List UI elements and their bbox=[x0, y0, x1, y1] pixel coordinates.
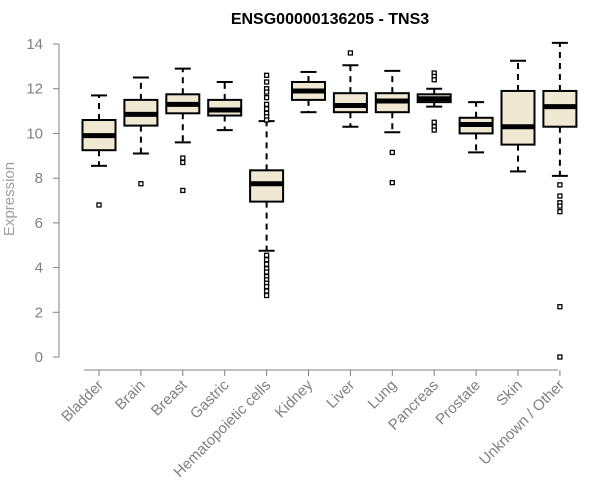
box-group bbox=[165, 67, 201, 194]
outlier-point bbox=[263, 95, 270, 101]
x-tick-label: Breast bbox=[148, 376, 191, 419]
x-tick-label: Liver bbox=[323, 377, 358, 412]
y-tick-label: 6 bbox=[35, 215, 43, 232]
outlier-point bbox=[180, 187, 186, 194]
outlier-point bbox=[263, 288, 270, 294]
outlier-point bbox=[263, 269, 270, 275]
outlier-point bbox=[557, 182, 563, 188]
outlier-point bbox=[263, 292, 270, 299]
outlier-point bbox=[263, 252, 270, 258]
box-group bbox=[332, 50, 368, 128]
box-group bbox=[542, 41, 578, 360]
y-tick-label: 10 bbox=[26, 125, 43, 142]
y-tick-label: 2 bbox=[35, 304, 43, 321]
outlier-point bbox=[263, 261, 270, 267]
outlier-point bbox=[263, 101, 270, 108]
y-tick-label: 0 bbox=[35, 349, 43, 366]
outlier-point bbox=[180, 159, 186, 166]
outlier-point bbox=[263, 257, 270, 263]
outlier-point bbox=[557, 354, 563, 360]
box-group bbox=[81, 94, 117, 208]
y-axis-ticks: 0 2 4 6 8 10 12 14 bbox=[26, 36, 59, 366]
x-tick-label: Prostate bbox=[432, 377, 484, 429]
y-tick-label: 12 bbox=[26, 81, 43, 98]
outlier-point bbox=[180, 155, 186, 161]
y-tick-label: 8 bbox=[35, 170, 43, 187]
outlier-point bbox=[263, 72, 270, 78]
outlier-point bbox=[263, 106, 270, 112]
outlier-point bbox=[431, 119, 437, 125]
box-group bbox=[416, 70, 452, 133]
x-tick-label: Lung bbox=[365, 377, 401, 413]
box-group bbox=[123, 76, 159, 187]
box-iqr bbox=[332, 92, 368, 114]
outlier-point bbox=[347, 50, 354, 56]
outlier-point bbox=[263, 89, 270, 95]
box-group bbox=[374, 69, 410, 186]
outlier-point bbox=[96, 202, 102, 208]
x-tick-label: Brain bbox=[112, 377, 149, 414]
outlier-point bbox=[431, 77, 437, 83]
outlier-point bbox=[431, 127, 437, 133]
x-tick-label: Bladder bbox=[58, 377, 107, 426]
box-group bbox=[207, 81, 243, 132]
y-axis-title: Expression bbox=[1, 162, 18, 236]
outlier-point bbox=[557, 209, 563, 215]
outlier-point bbox=[263, 283, 270, 290]
box-group bbox=[458, 101, 494, 154]
y-tick-label: 14 bbox=[26, 36, 43, 53]
outlier-point bbox=[263, 117, 270, 123]
x-tick-label: Kidney bbox=[272, 376, 317, 421]
y-tick-label: 4 bbox=[35, 260, 43, 277]
outlier-point bbox=[557, 193, 563, 199]
outlier-point bbox=[557, 304, 563, 310]
box-iqr bbox=[500, 89, 536, 146]
outlier-point bbox=[263, 79, 270, 85]
x-tick-label: Skin bbox=[493, 377, 526, 410]
chart-title: ENSG00000136205 - TNS3 bbox=[231, 11, 429, 28]
outlier-point bbox=[138, 181, 144, 187]
box-series bbox=[81, 41, 578, 360]
box-group bbox=[249, 72, 285, 299]
outlier-point bbox=[389, 149, 395, 156]
outlier-point bbox=[557, 203, 563, 209]
box-group bbox=[500, 59, 536, 173]
box-group bbox=[291, 70, 326, 114]
outlier-point bbox=[389, 179, 395, 186]
